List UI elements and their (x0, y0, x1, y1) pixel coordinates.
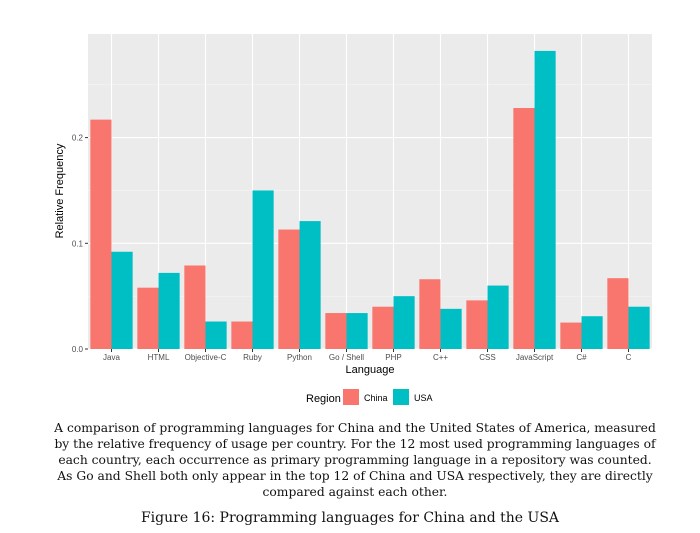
plot-panel (88, 34, 652, 349)
bar-china-css (466, 300, 488, 349)
y-axis: 0.0 0.1 0.2 (72, 134, 88, 354)
bar-china-javascript (513, 107, 535, 349)
legend-label-china: China (364, 393, 388, 403)
x-tick-label: JavaScript (516, 353, 554, 362)
bar-usa-c++ (440, 308, 462, 349)
bar-chart: 0.0 0.1 0.2 Java HTML Objective-C Ruby Python G… (54, 34, 652, 405)
bar-usa-c (628, 306, 650, 349)
figure-title: Figure 16: Programming languages for Chi… (140, 510, 560, 526)
x-tick-label: Ruby (243, 353, 262, 362)
x-tick-label: Python (287, 353, 312, 362)
bar-usa-objective-c (205, 321, 227, 349)
grid-minor (88, 84, 652, 297)
y-tick-label: 0.2 (72, 134, 84, 143)
bar-china-objective-c (184, 265, 206, 349)
bar-china-php (372, 306, 394, 349)
y-tick-label: 0.1 (72, 239, 84, 248)
bar-usa-css (487, 285, 509, 349)
bar-china-ruby (231, 321, 253, 349)
bar-usa-go-shell (346, 313, 368, 349)
bar-usa-c# (581, 316, 603, 349)
x-tick-label: C (626, 353, 632, 362)
bar-china-c (607, 278, 629, 349)
legend-label-usa: USA (414, 393, 433, 403)
x-axis-label: Language (346, 364, 395, 376)
bar-china-go-shell (325, 313, 347, 349)
bar-china-java (90, 119, 112, 349)
x-tick-label: CSS (479, 353, 495, 362)
bar-usa-php (393, 296, 415, 349)
bar-china-python (278, 229, 300, 349)
bar-usa-javascript (534, 50, 556, 349)
x-tick-label: HTML (148, 353, 170, 362)
y-tick-label: 0.0 (72, 345, 84, 354)
x-tick-label: PHP (385, 353, 401, 362)
figure-caption: A comparison of programming languages fo… (54, 421, 656, 499)
bar-china-c++ (419, 279, 441, 349)
x-tick-label: C# (576, 353, 587, 362)
bar-usa-ruby (252, 190, 274, 349)
bar-usa-html (158, 272, 180, 349)
x-tick-label: Objective-C (185, 353, 227, 362)
legend-swatch-usa (393, 389, 409, 405)
legend-swatch-china (343, 389, 359, 405)
legend-title: Region (306, 393, 341, 405)
bar-usa-python (299, 221, 321, 349)
y-axis-label: Relative Frequency (54, 143, 66, 238)
x-tick-label: Go / Shell (329, 353, 364, 362)
x-axis: Java HTML Objective-C Ruby Python Go / Shell P… (103, 349, 632, 362)
bars (90, 50, 650, 349)
bar-china-html (137, 287, 159, 349)
bar-usa-java (111, 251, 133, 349)
x-tick-label: Java (103, 353, 120, 362)
legend: Region China USA (306, 389, 433, 405)
bar-china-c# (560, 322, 582, 349)
x-tick-label: C++ (433, 353, 448, 362)
